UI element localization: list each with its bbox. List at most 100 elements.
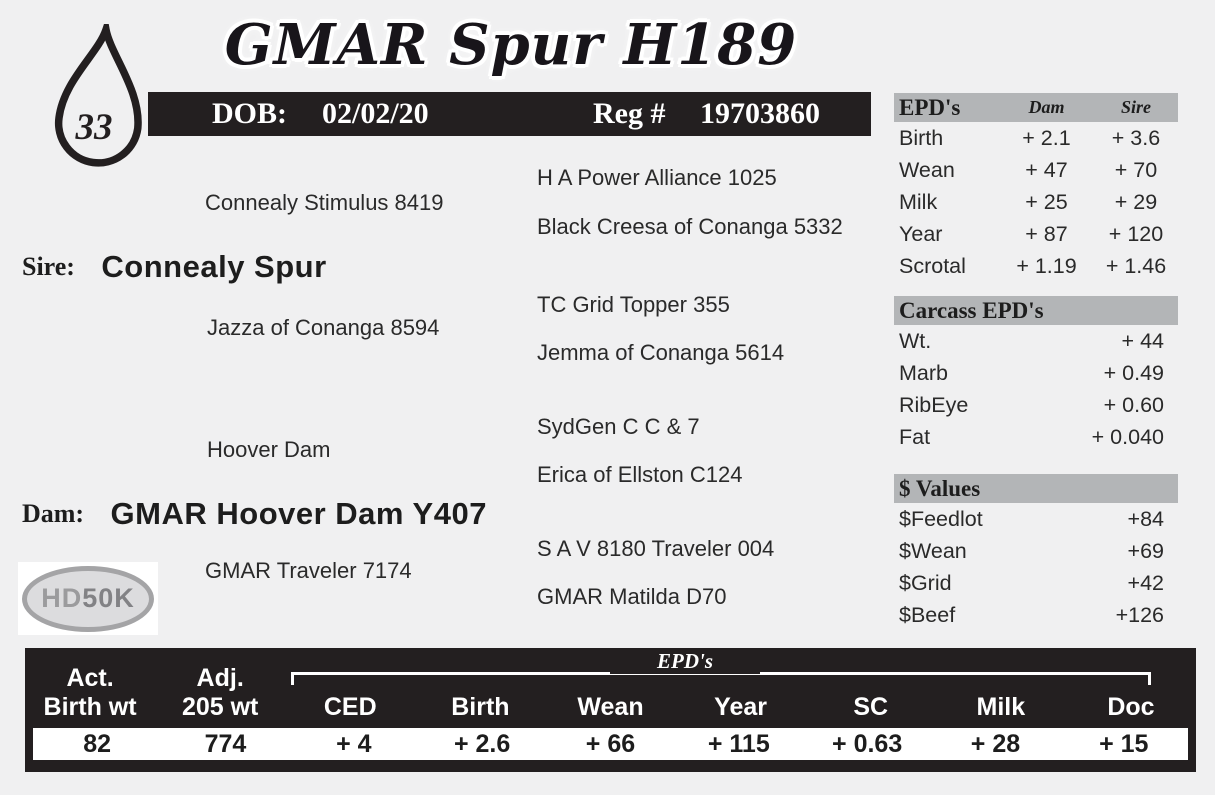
hd50k-logo: HD 50K xyxy=(18,562,158,635)
values-table-header: $ Values xyxy=(894,474,1178,503)
pedigree-sire-sire-dam: Black Creesa of Conanga 5332 xyxy=(537,214,843,239)
cell-value: + 15 xyxy=(1099,729,1149,758)
column-header: SC xyxy=(853,693,889,721)
dam-value: + 47 xyxy=(1025,157,1068,182)
cell-value: + 115 xyxy=(707,729,770,758)
table-row: RibEye + 0.60 xyxy=(894,389,1178,421)
table-row: Milk + 25 + 29 xyxy=(894,186,1178,218)
row-label: Marb xyxy=(899,360,948,385)
column-header: Doc xyxy=(1107,693,1155,721)
table-row: Fat + 0.040 xyxy=(894,421,1178,453)
row-value: + 0.49 xyxy=(1103,360,1164,385)
performance-values-row: 82 774 + 4 + 2.6 + 66 + 115 + 0.63 + 28 … xyxy=(33,728,1188,760)
lot-badge: 33 xyxy=(44,24,154,174)
carcass-epd-table: Carcass EPD's Wt. + 44 Marb + 0.49 RibEy… xyxy=(894,296,1178,453)
table-row: Wean + 47 + 70 xyxy=(894,154,1178,186)
dollar-values-table: $ Values $Feedlot +84 $Wean +69 $Grid +4… xyxy=(894,474,1178,631)
dam-value: + 2.1 xyxy=(1022,125,1071,150)
page-title: GMAR Spur H189 xyxy=(224,12,798,78)
epd-table-header: EPD's Dam Sire xyxy=(894,93,1178,122)
row-label: Year xyxy=(899,221,943,246)
table-row: $Feedlot +84 xyxy=(894,503,1178,535)
pedigree-sire-dam-sire: TC Grid Topper 355 xyxy=(537,292,730,317)
row-label: RibEye xyxy=(899,392,969,417)
drop-icon xyxy=(54,24,142,167)
lot-number: 33 xyxy=(75,107,113,148)
hd50k-text-hd: HD xyxy=(41,583,83,613)
dam-value: + 87 xyxy=(1025,221,1068,246)
row-value: + 44 xyxy=(1121,328,1164,353)
pedigree-dam-dam: GMAR Traveler 7174 xyxy=(205,558,412,583)
dam-value: + 1.19 xyxy=(1016,253,1077,278)
sire-label: Sire: xyxy=(22,252,75,281)
reg-label: Reg # xyxy=(593,97,666,130)
row-label: Birth xyxy=(899,125,944,150)
cell-value: + 4 xyxy=(336,729,372,758)
row-value: +84 xyxy=(1127,506,1164,531)
pedigree-dam-dam-sire: S A V 8180 Traveler 004 xyxy=(537,536,775,561)
column-header: Wean xyxy=(577,693,644,721)
row-value: + 0.040 xyxy=(1091,424,1164,449)
table-row: $Wean +69 xyxy=(894,535,1178,567)
table-row: Scrotal + 1.19 + 1.46 xyxy=(894,250,1178,282)
pedigree-sire-sire: Connealy Stimulus 8419 xyxy=(205,190,444,215)
performance-table-header: Act. Birth wt Adj. 205 wt CED Birth Wean… xyxy=(25,648,1196,728)
performance-table: EPD's Act. Birth wt Adj. 205 wt CED Birt… xyxy=(25,648,1196,772)
column-header: CED xyxy=(323,693,377,721)
dob-value: 02/02/20 xyxy=(322,97,429,130)
reg-value: 19703860 xyxy=(700,97,820,130)
header-line1: Act. xyxy=(66,664,114,692)
pedigree-dam-dam-dam: GMAR Matilda D70 xyxy=(537,584,727,609)
pedigree-sire-dam: Jazza of Conanga 8594 xyxy=(207,315,440,340)
epd-col-sire: Sire xyxy=(1120,97,1151,117)
table-row: Birth + 2.1 + 3.6 xyxy=(894,122,1178,154)
row-label: $Feedlot xyxy=(899,506,983,531)
row-value: +126 xyxy=(1115,602,1164,627)
cell-value: + 0.63 xyxy=(832,729,903,758)
row-label: Scrotal xyxy=(899,253,966,278)
row-label: $Wean xyxy=(899,538,967,563)
sire-value: + 1.46 xyxy=(1105,253,1167,278)
table-row: Year + 87 + 120 xyxy=(894,218,1178,250)
epd-col-dam: Dam xyxy=(1028,97,1065,117)
dam-name: GMAR Hoover Dam Y407 xyxy=(110,496,487,531)
sire-name: Connealy Spur xyxy=(101,249,327,284)
column-header: Adj. 205 wt xyxy=(155,664,285,722)
table-row: Wt. + 44 xyxy=(894,325,1178,357)
cell-value: + 66 xyxy=(585,729,636,758)
cell-value: + 28 xyxy=(970,729,1021,758)
row-value: +42 xyxy=(1127,570,1164,595)
row-label: Wean xyxy=(899,157,955,182)
pedigree-dam-sire: Hoover Dam xyxy=(207,437,331,462)
pedigree-sire-sire-sire: H A Power Alliance 1025 xyxy=(537,165,777,190)
header-line2: Birth wt xyxy=(43,693,137,721)
dob-reg-bar: DOB: 02/02/20 Reg # 19703860 xyxy=(148,92,871,136)
column-header: Birth xyxy=(451,693,510,721)
table-row: $Grid +42 xyxy=(894,567,1178,599)
row-value: + 0.60 xyxy=(1103,392,1164,417)
table-row: $Beef +126 xyxy=(894,599,1178,631)
epd-dam-sire-table: EPD's Dam Sire Birth + 2.1 + 3.6 Wean + … xyxy=(894,93,1178,282)
sire-row: Sire: Connealy Spur xyxy=(22,249,327,285)
row-label: $Grid xyxy=(899,570,952,595)
sire-value: + 29 xyxy=(1114,189,1158,214)
cell-value: + 2.6 xyxy=(453,729,511,758)
epd-group-label: EPD's xyxy=(610,649,760,674)
cell-value: 774 xyxy=(204,729,247,758)
carcass-table-title: Carcass EPD's xyxy=(899,297,1044,323)
column-header: Year xyxy=(714,693,768,721)
pedigree-dam-sire-dam: Erica of Ellston C124 xyxy=(537,462,743,487)
table-row: Marb + 0.49 xyxy=(894,357,1178,389)
column-header: Act. Birth wt xyxy=(25,664,155,722)
sire-value: + 3.6 xyxy=(1111,125,1161,150)
epd-table-title: EPD's xyxy=(899,94,961,120)
header-line1: Adj. xyxy=(196,664,244,692)
sire-value: + 120 xyxy=(1108,221,1164,246)
dam-row: Dam: GMAR Hoover Dam Y407 xyxy=(22,496,487,532)
row-label: Wt. xyxy=(899,328,932,353)
row-value: +69 xyxy=(1127,538,1164,563)
values-table-title: $ Values xyxy=(899,475,981,501)
pedigree-sire-dam-dam: Jemma of Conanga 5614 xyxy=(537,340,785,365)
hd50k-text-50k: 50K xyxy=(82,583,135,613)
